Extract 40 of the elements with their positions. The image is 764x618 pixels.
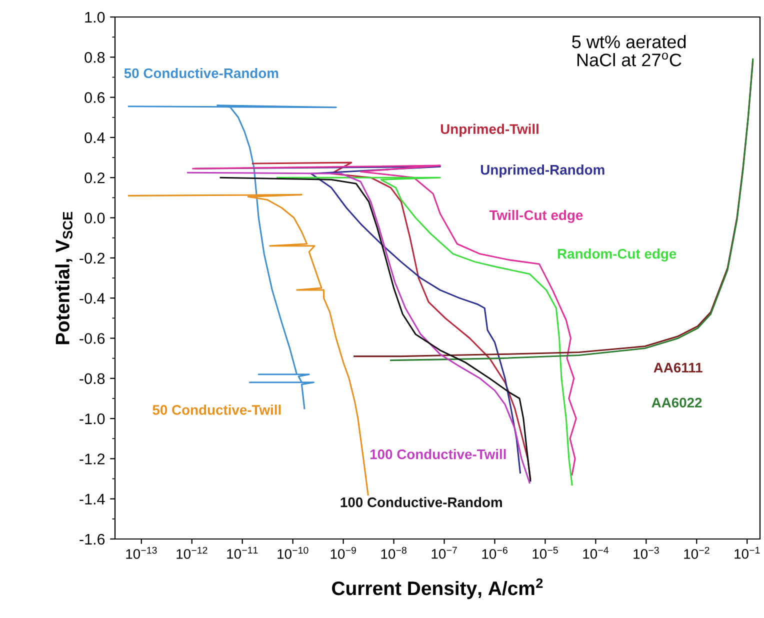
text: Twill-Cut edge bbox=[489, 210, 583, 223]
x-tick-label: 10$^{−13}$ bbox=[126, 546, 157, 559]
x-tick-label: 10$^{−1}$ bbox=[734, 546, 760, 559]
y-tick-label: -0.2 bbox=[80, 252, 105, 264]
y-axis-title: Potential, V$_{SCE}$ bbox=[55, 212, 72, 344]
y-tick-label: 0.8 bbox=[84, 52, 105, 63]
y-tick-label: -1.0 bbox=[80, 413, 105, 424]
x-tick-label: 10$^{−4}$ bbox=[583, 546, 609, 559]
annotation: 5 wt% aerated NaCl at 27$^{o}$C bbox=[572, 35, 686, 66]
text: 100 Conductive-Random bbox=[340, 497, 502, 508]
text: Random-Cut edge bbox=[558, 248, 676, 262]
y-tick-label: -0.8 bbox=[80, 373, 105, 384]
y-tick-label: -1.2 bbox=[80, 454, 105, 464]
y-tick-label: -0.4 bbox=[80, 292, 105, 304]
x-tick-label: 10$^{−8}$ bbox=[381, 546, 406, 559]
x-tick-label: 10$^{−9}$ bbox=[330, 546, 356, 559]
x-axis-title: Current Density, A/cm$^{2}$ bbox=[332, 578, 543, 600]
y-tick-label: -1.4 bbox=[80, 494, 105, 504]
text: 50 Conductive-Random bbox=[124, 68, 278, 78]
x-tick-label: 10$^{−5}$ bbox=[532, 546, 558, 559]
x-tick-label: 10$^{−6}$ bbox=[482, 546, 508, 559]
text: Unprimed-Twill bbox=[440, 124, 538, 137]
x-tick-label: 10$^{−2}$ bbox=[684, 546, 710, 559]
x-tick-label: 10$^{−3}$ bbox=[634, 546, 659, 559]
y-tick-label: 1.0 bbox=[85, 12, 105, 23]
x-tick-label: 10$^{−12}$ bbox=[176, 546, 208, 559]
text: AA6022 bbox=[652, 398, 702, 408]
y-tick-label: 0.0 bbox=[84, 212, 105, 224]
y-tick-label: -0.6 bbox=[80, 333, 105, 344]
series-label: 100 Conductive-Twill bbox=[370, 449, 506, 460]
y-tick-label: 0.6 bbox=[84, 92, 105, 103]
text: 50 Conductive-Twill bbox=[152, 404, 281, 415]
text: Unprimed-Random bbox=[480, 164, 604, 178]
x-tick-label: 10$^{−10}$ bbox=[278, 546, 308, 559]
x-tick-label: 10$^{−11}$ bbox=[227, 546, 258, 559]
x-tick-label: 10$^{−7}$ bbox=[432, 546, 457, 559]
y-tick-label: 0.2 bbox=[84, 172, 105, 184]
y-tick-label: -1.6 bbox=[80, 534, 105, 545]
y-tick-label: 0.4 bbox=[84, 132, 105, 144]
series-label: AA6111 bbox=[654, 362, 702, 373]
